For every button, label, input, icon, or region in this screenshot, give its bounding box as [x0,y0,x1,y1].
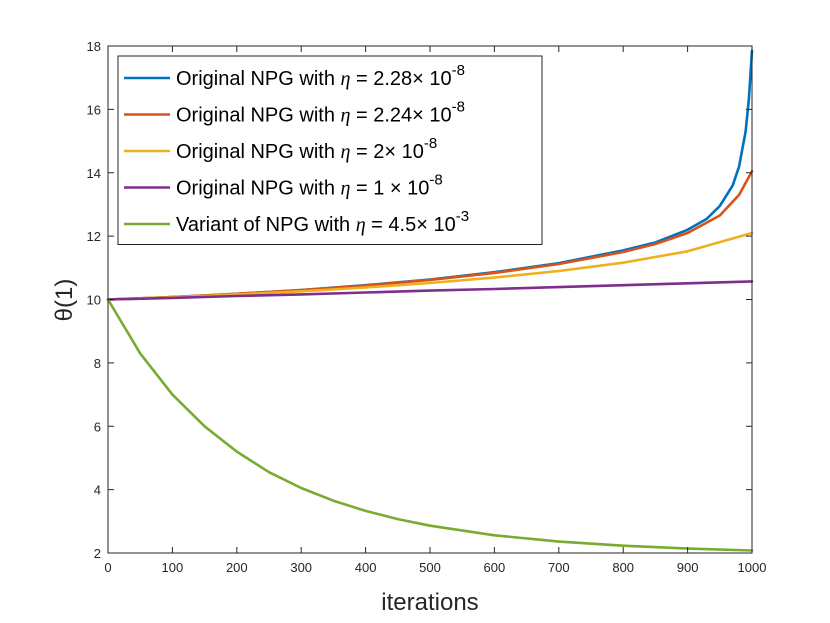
y-tick-label: 18 [87,39,101,54]
y-tick-label: 4 [94,483,101,498]
x-tick-label: 0 [104,560,111,575]
y-tick-label: 2 [94,546,101,561]
x-tick-label: 700 [548,560,570,575]
legend-entry-2: Original NPG with η = 2.24× 10-8 [176,99,465,127]
x-tick-label: 600 [484,560,506,575]
legend-entry-4: Original NPG with η = 1 × 10-8 [176,172,443,200]
y-tick-label: 12 [87,229,101,244]
x-tick-label: 200 [226,560,248,575]
legend-entry-1: Original NPG with η = 2.28× 10-8 [176,62,465,90]
legend-entry-3: Original NPG with η = 2× 10-8 [176,135,437,163]
legend: Original NPG with η = 2.28× 10-8 Original… [117,55,543,245]
series-layer [106,49,754,552]
legend-box [117,55,543,245]
legend-entry-5: Variant of NPG with η = 4.5× 10-3 [176,208,469,236]
x-tick-label: 500 [419,560,441,575]
y-tick-label: 16 [87,102,101,117]
series-line-5 [106,298,754,552]
x-tick-label: 1000 [738,560,767,575]
y-tick-label: 6 [94,419,101,434]
series-line-4 [106,280,754,301]
y-axis-label: θ(1) [51,279,78,322]
x-tick-label: 400 [355,560,377,575]
y-tick-label: 14 [87,166,101,181]
x-tick-label: 800 [612,560,634,575]
axes-layer: 0 100 200 300 400 500 600 700 800 900 1000 2 4 6 8 10 12… [87,39,767,575]
x-tick-label: 900 [677,560,699,575]
y-tick-label: 10 [87,293,101,308]
x-axis-label: iterations [381,589,478,616]
x-tick-label: 100 [162,560,184,575]
x-tick-label: 300 [290,560,312,575]
y-tick-label: 8 [94,356,101,371]
